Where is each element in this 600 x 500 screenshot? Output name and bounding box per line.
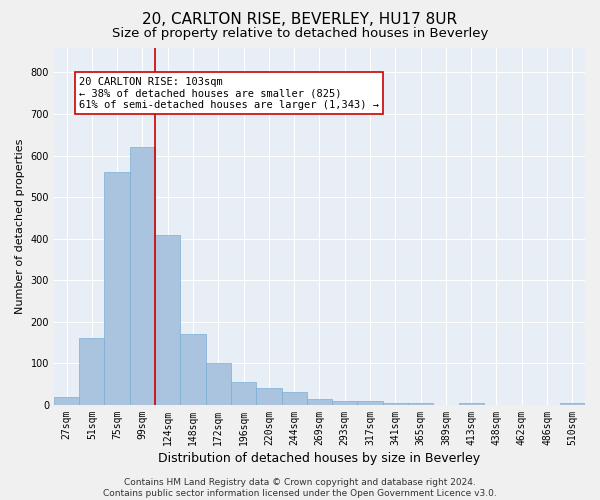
Bar — [332, 401, 358, 405]
Bar — [458, 403, 484, 405]
Text: 20 CARLTON RISE: 103sqm
← 38% of detached houses are smaller (825)
61% of semi-d: 20 CARLTON RISE: 103sqm ← 38% of detache… — [79, 76, 379, 110]
Text: Size of property relative to detached houses in Beverley: Size of property relative to detached ho… — [112, 28, 488, 40]
Bar — [256, 388, 281, 405]
Text: Contains HM Land Registry data © Crown copyright and database right 2024.
Contai: Contains HM Land Registry data © Crown c… — [103, 478, 497, 498]
Y-axis label: Number of detached properties: Number of detached properties — [15, 138, 25, 314]
X-axis label: Distribution of detached houses by size in Beverley: Distribution of detached houses by size … — [158, 452, 481, 465]
Bar — [408, 403, 433, 405]
Text: 20, CARLTON RISE, BEVERLEY, HU17 8UR: 20, CARLTON RISE, BEVERLEY, HU17 8UR — [142, 12, 458, 28]
Bar — [130, 148, 155, 405]
Bar — [560, 403, 585, 405]
Bar — [231, 382, 256, 405]
Bar — [358, 401, 383, 405]
Bar — [206, 364, 231, 405]
Bar — [383, 403, 408, 405]
Bar — [54, 396, 79, 405]
Bar — [104, 172, 130, 405]
Bar — [307, 398, 332, 405]
Bar — [281, 392, 307, 405]
Bar — [155, 234, 181, 405]
Bar — [181, 334, 206, 405]
Bar — [79, 338, 104, 405]
